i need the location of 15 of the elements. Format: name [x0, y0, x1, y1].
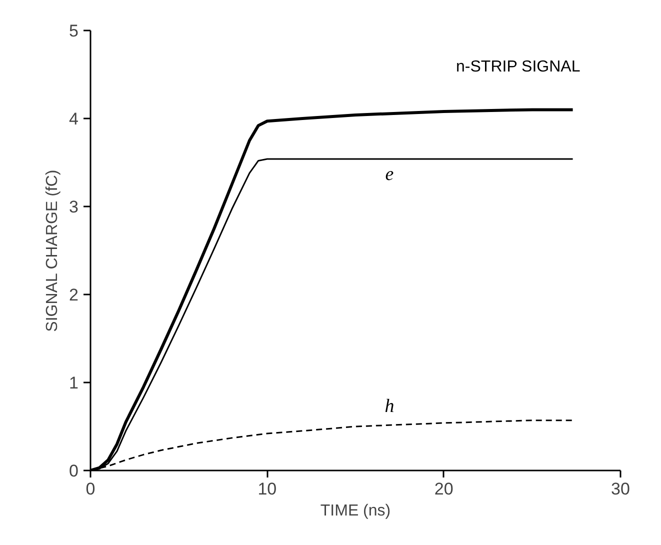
y-tick-label: 2	[69, 286, 79, 304]
x-tick-label: 20	[434, 480, 454, 498]
y-tick-label: 0	[69, 462, 79, 480]
series-label: e	[385, 164, 394, 185]
y-tick-label: 4	[69, 110, 79, 128]
x-tick-label: 0	[86, 480, 96, 498]
text: n-STRIP SIGNAL	[456, 58, 580, 76]
x-tick-label: 30	[611, 480, 630, 498]
x-tick-label: 10	[258, 480, 277, 498]
x-axis-title: TIME (ns)	[320, 502, 391, 520]
y-tick-label: 1	[69, 374, 79, 392]
y-tick-label: 3	[69, 198, 79, 216]
y-axis-title: SIGNAL CHARGE (fC)	[44, 170, 62, 332]
y-tick-label: 5	[69, 22, 79, 40]
series-label: h	[384, 396, 394, 418]
